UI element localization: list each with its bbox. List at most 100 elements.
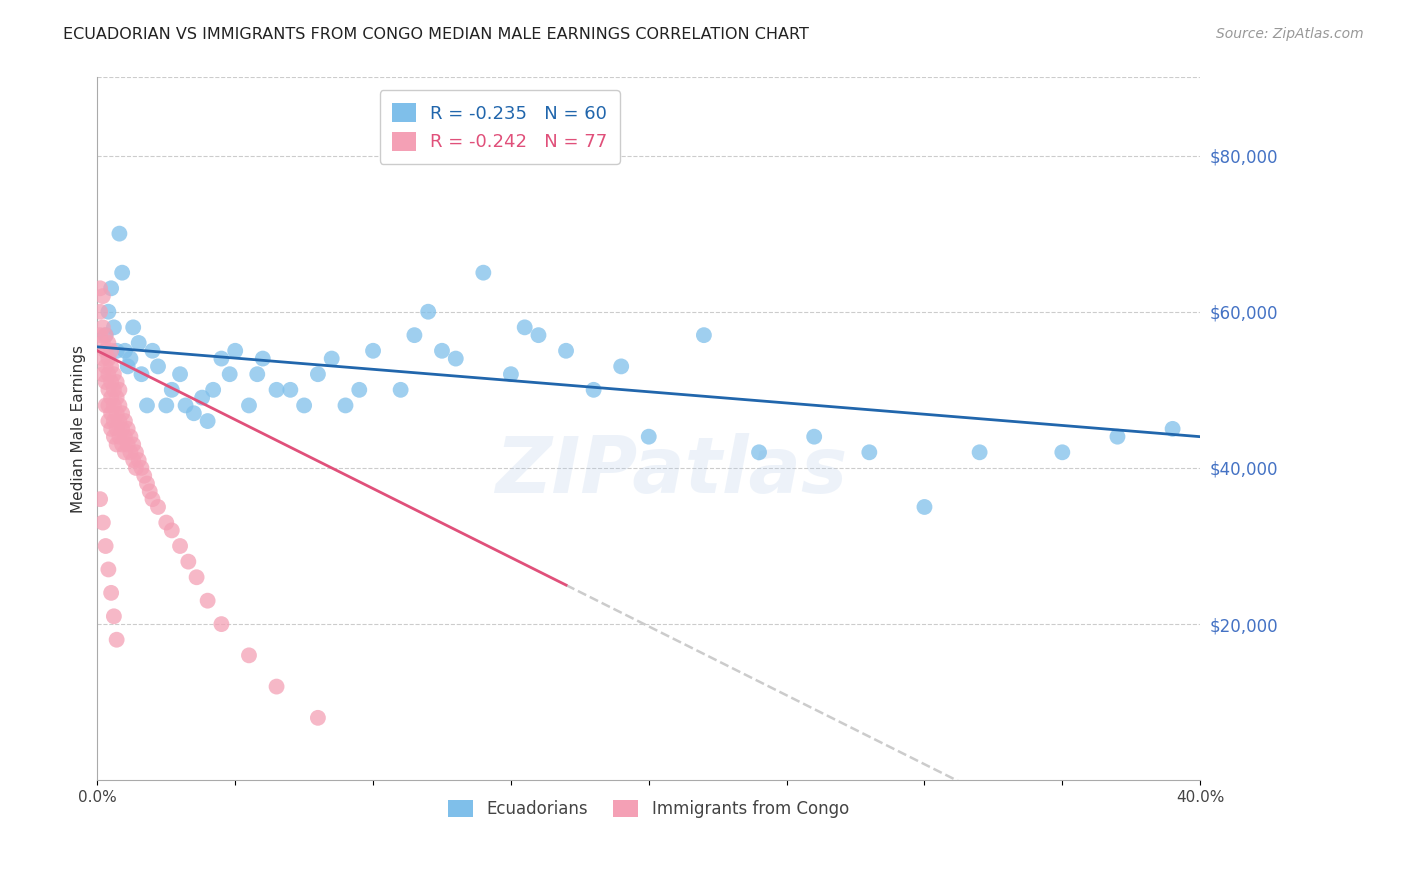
Point [125, 461, 148, 475]
Point [120, 351, 142, 366]
Point [111, 422, 134, 436]
Point [114, 445, 136, 459]
Point [105, 437, 128, 451]
Point [94, 328, 117, 343]
Point [103, 320, 125, 334]
Point [91, 289, 114, 303]
Point [100, 586, 122, 600]
Point [146, 359, 169, 374]
Point [155, 516, 177, 530]
Point [108, 383, 131, 397]
Point [404, 328, 426, 343]
Point [111, 266, 134, 280]
Point [111, 437, 134, 451]
Point [307, 368, 329, 382]
Point [430, 343, 453, 358]
Point [94, 539, 117, 553]
Point [100, 359, 122, 374]
Point [499, 368, 522, 382]
Point [108, 227, 131, 241]
Y-axis label: Median Male Earnings: Median Male Earnings [72, 345, 86, 513]
Point [349, 383, 371, 397]
Point [100, 343, 122, 358]
Point [174, 399, 197, 413]
Point [527, 328, 550, 343]
Text: Source: ZipAtlas.com: Source: ZipAtlas.com [1216, 27, 1364, 41]
Point [105, 343, 128, 358]
Legend: Ecuadorians, Immigrants from Congo: Ecuadorians, Immigrants from Congo [441, 793, 856, 825]
Point [103, 414, 125, 428]
Point [120, 430, 142, 444]
Point [103, 368, 125, 382]
Point [114, 430, 136, 444]
Point [183, 406, 205, 420]
Point [610, 359, 633, 374]
Point [91, 351, 114, 366]
Text: ZIPatlas: ZIPatlas [495, 433, 846, 509]
Point [169, 368, 191, 382]
Point [197, 593, 219, 607]
Point [100, 422, 122, 436]
Point [94, 375, 117, 389]
Point [97, 368, 120, 382]
Point [266, 383, 288, 397]
Point [209, 617, 232, 632]
Point [108, 414, 131, 428]
Point [108, 399, 131, 413]
Point [91, 368, 114, 382]
Point [94, 359, 117, 374]
Point [155, 399, 177, 413]
Point [803, 430, 825, 444]
Point [97, 414, 120, 428]
Point [125, 445, 148, 459]
Point [91, 335, 114, 350]
Point [138, 484, 160, 499]
Point [197, 414, 219, 428]
Point [114, 343, 136, 358]
Point [108, 430, 131, 444]
Point [94, 328, 117, 343]
Point [103, 399, 125, 413]
Point [117, 422, 139, 436]
Point [160, 524, 183, 538]
Point [160, 383, 183, 397]
Point [105, 375, 128, 389]
Point [389, 383, 412, 397]
Point [969, 445, 991, 459]
Point [141, 343, 163, 358]
Point [131, 461, 153, 475]
Point [97, 335, 120, 350]
Point [335, 399, 357, 413]
Point [555, 343, 578, 358]
Point [105, 391, 128, 405]
Point [131, 368, 153, 382]
Point [146, 500, 169, 514]
Point [307, 711, 329, 725]
Point [361, 343, 384, 358]
Point [105, 422, 128, 436]
Point [97, 399, 120, 413]
Point [91, 516, 114, 530]
Point [914, 500, 936, 514]
Point [202, 383, 225, 397]
Point [513, 320, 536, 334]
Point [97, 304, 120, 318]
Point [100, 391, 122, 405]
Point [252, 351, 274, 366]
Point [266, 680, 288, 694]
Point [858, 445, 880, 459]
Point [117, 359, 139, 374]
Point [91, 320, 114, 334]
Point [637, 430, 659, 444]
Point [128, 335, 150, 350]
Point [122, 437, 145, 451]
Point [100, 375, 122, 389]
Point [292, 399, 315, 413]
Point [103, 609, 125, 624]
Point [321, 351, 343, 366]
Point [472, 266, 495, 280]
Point [582, 383, 605, 397]
Point [111, 406, 134, 420]
Point [122, 453, 145, 467]
Point [120, 445, 142, 459]
